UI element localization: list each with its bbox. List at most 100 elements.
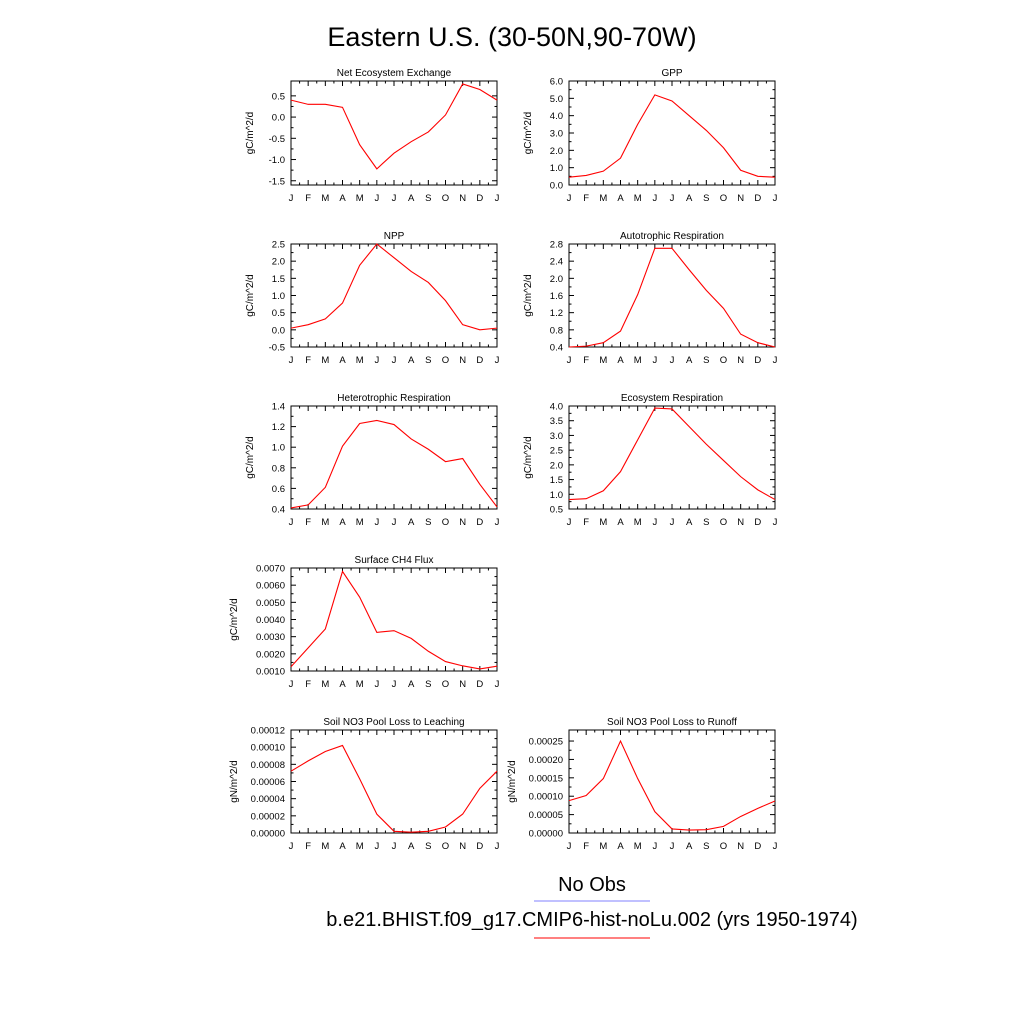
x-tick-label: M: [321, 355, 329, 366]
y-tick-label: 0.0040: [256, 615, 285, 626]
x-tick-label: J: [392, 193, 397, 204]
y-tick-label: 0.00008: [251, 760, 285, 771]
y-tick-label: 0.0020: [256, 649, 285, 660]
y-tick-label: 0.00025: [529, 737, 563, 748]
x-tick-label: J: [289, 517, 294, 528]
x-tick-label: J: [652, 355, 657, 366]
x-tick-label: A: [408, 517, 415, 528]
y-axis-label: gC/m^2/d: [245, 436, 256, 479]
y-tick-label: 0.00012: [251, 726, 285, 737]
x-tick-label: J: [392, 517, 397, 528]
y-axis-label: gC/m^2/d: [229, 598, 240, 641]
panel-title: Soil NO3 Pool Loss to Runoff: [607, 717, 737, 728]
x-tick-label: F: [583, 517, 589, 528]
x-tick-label: N: [459, 355, 466, 366]
x-tick-label: S: [425, 679, 431, 690]
series-line: [290, 83, 498, 170]
x-tick-label: N: [459, 517, 466, 528]
x-tick-label: F: [305, 193, 311, 204]
x-tick-label: J: [374, 841, 379, 852]
y-tick-label: 0.0: [550, 181, 563, 192]
x-tick-label: M: [634, 355, 642, 366]
series-line: [290, 243, 498, 331]
panel-title: Autotrophic Respiration: [620, 231, 724, 242]
x-tick-label: F: [583, 355, 589, 366]
y-axis-label: gC/m^2/d: [523, 112, 534, 155]
y-tick-label: 1.0: [550, 490, 563, 501]
panel-title: Ecosystem Respiration: [621, 393, 723, 404]
x-tick-label: A: [339, 193, 346, 204]
series-line: [568, 247, 776, 348]
x-tick-label: F: [305, 517, 311, 528]
y-tick-label: -0.5: [269, 343, 285, 354]
x-tick-label: D: [476, 517, 483, 528]
x-tick-label: O: [442, 517, 449, 528]
x-tick-label: J: [773, 517, 778, 528]
x-tick-label: A: [408, 841, 415, 852]
x-tick-label: A: [408, 193, 415, 204]
x-tick-label: M: [634, 517, 642, 528]
x-tick-label: A: [339, 517, 346, 528]
x-tick-label: D: [754, 193, 761, 204]
x-tick-label: O: [442, 355, 449, 366]
x-tick-label: D: [476, 841, 483, 852]
x-tick-label: M: [356, 517, 364, 528]
y-tick-label: 2.0: [550, 274, 563, 285]
plot-frame: [290, 243, 498, 348]
x-tick-label: N: [737, 193, 744, 204]
x-tick-label: A: [339, 841, 346, 852]
x-tick-label: A: [617, 841, 624, 852]
y-tick-label: 0.0: [272, 113, 285, 124]
x-tick-label: D: [476, 193, 483, 204]
x-tick-label: O: [442, 193, 449, 204]
x-tick-label: N: [737, 355, 744, 366]
x-tick-label: A: [408, 679, 415, 690]
y-tick-label: 2.8: [550, 240, 563, 251]
y-tick-label: -1.0: [269, 155, 285, 166]
y-tick-label: 0.0070: [256, 564, 285, 575]
x-tick-label: M: [634, 841, 642, 852]
x-tick-label: M: [356, 355, 364, 366]
y-tick-label: 0.0060: [256, 581, 285, 592]
y-tick-label: 2.0: [550, 460, 563, 471]
y-tick-label: 0.00020: [529, 755, 563, 766]
y-tick-label: 0.5: [550, 505, 563, 516]
x-tick-label: O: [720, 841, 727, 852]
y-tick-label: 0.00000: [251, 829, 285, 840]
y-tick-label: 0.00010: [251, 743, 285, 754]
x-tick-label: F: [583, 841, 589, 852]
series-line: [290, 744, 498, 833]
x-tick-label: J: [652, 841, 657, 852]
y-tick-label: 5.0: [550, 94, 563, 105]
x-tick-label: M: [634, 193, 642, 204]
x-tick-label: D: [476, 355, 483, 366]
y-tick-label: 0.4: [550, 343, 563, 354]
panel-title: Net Ecosystem Exchange: [337, 68, 452, 79]
x-tick-label: J: [495, 517, 500, 528]
y-tick-label: 1.0: [272, 291, 285, 302]
x-tick-label: S: [425, 517, 431, 528]
x-tick-label: O: [442, 679, 449, 690]
y-tick-label: 0.4: [272, 505, 285, 516]
x-tick-label: J: [652, 517, 657, 528]
x-tick-label: J: [773, 355, 778, 366]
x-tick-label: N: [737, 841, 744, 852]
x-tick-label: O: [720, 355, 727, 366]
x-tick-label: J: [495, 841, 500, 852]
y-tick-label: 1.4: [272, 402, 285, 413]
x-tick-label: J: [567, 355, 572, 366]
y-tick-label: 1.6: [550, 291, 563, 302]
x-tick-label: M: [321, 841, 329, 852]
y-tick-label: 0.00015: [529, 773, 563, 784]
y-tick-label: 2.5: [272, 240, 285, 251]
x-tick-label: J: [392, 679, 397, 690]
y-tick-label: 2.5: [550, 446, 563, 457]
